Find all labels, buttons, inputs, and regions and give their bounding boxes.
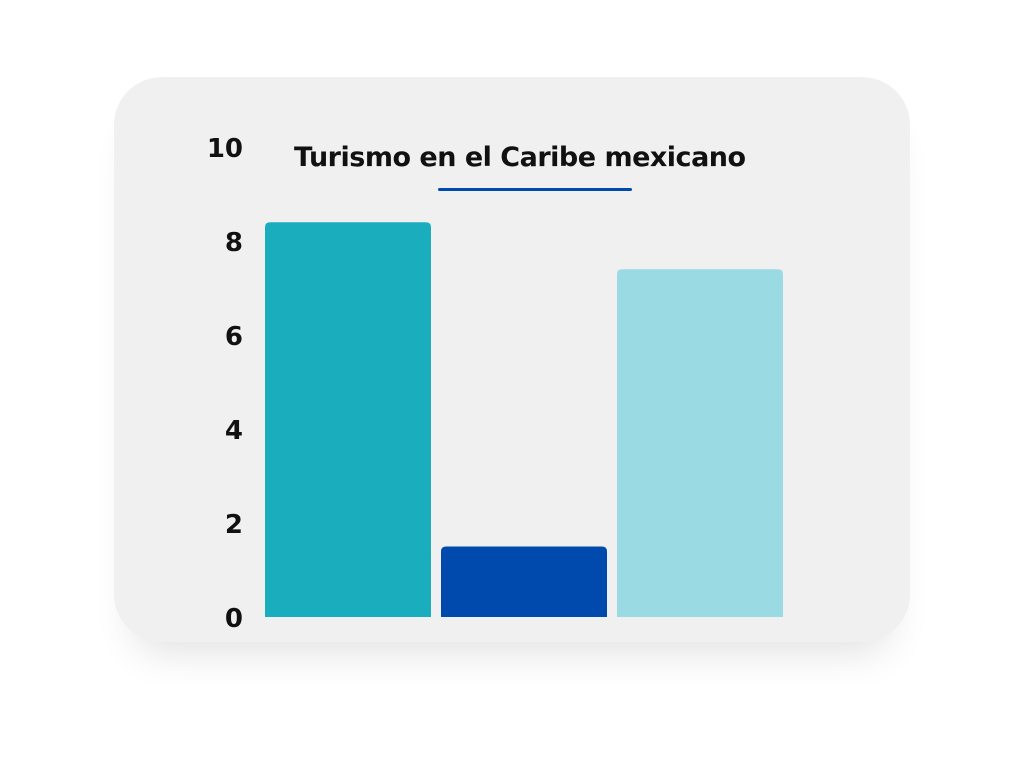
y-axis-ticks: 0 2 4 6 8 10 — [207, 134, 243, 634]
y-tick-label: 10 — [207, 134, 243, 164]
y-tick-label: 8 — [225, 228, 243, 258]
bars-group — [265, 222, 783, 617]
title-underline — [438, 188, 632, 191]
chart-title: Turismo en el Caribe mexicano — [294, 142, 746, 173]
y-tick-label: 0 — [225, 604, 243, 634]
y-tick-label: 6 — [225, 322, 243, 352]
y-tick-label: 2 — [225, 510, 243, 540]
bar-3 — [617, 269, 783, 617]
y-tick-label: 4 — [225, 416, 243, 446]
bar-1 — [265, 222, 431, 617]
bar-2 — [441, 546, 607, 617]
